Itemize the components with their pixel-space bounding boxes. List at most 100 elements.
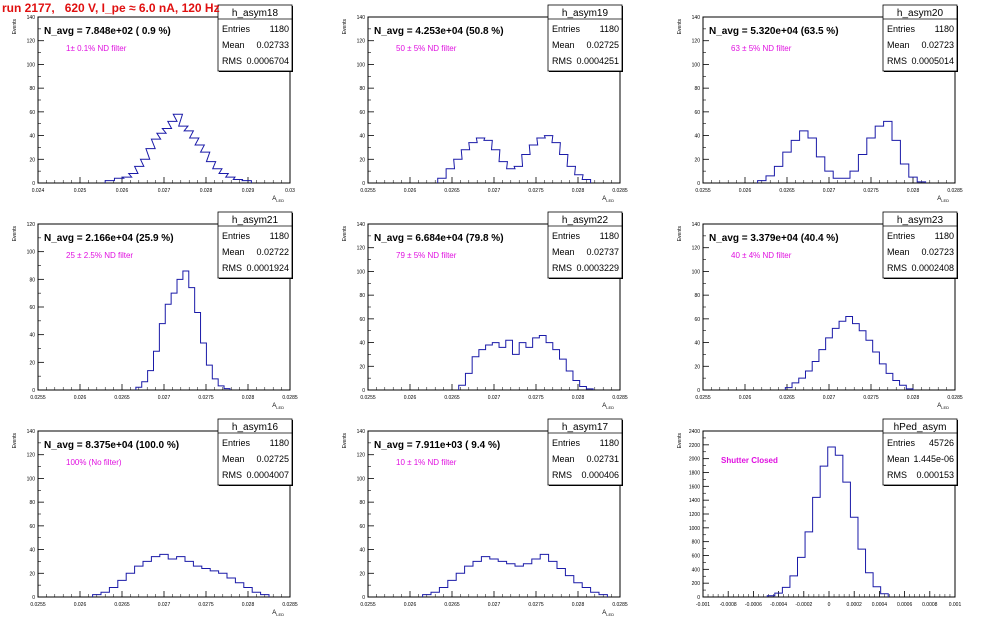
stats-value: 0.0006704 bbox=[246, 56, 289, 66]
x-axis-label: ALED bbox=[937, 196, 949, 203]
x-tick-label: 0.0006 bbox=[897, 602, 913, 608]
y-tick-label: 1400 bbox=[689, 498, 700, 504]
y-axis-label: Events bbox=[677, 19, 683, 35]
histogram-panel-h_asym19: 0 20 40 60 80 100 120 140 0.0255 0.026 0.0265 0.027… bbox=[342, 4, 628, 203]
x-tick-label: 0.0265 bbox=[114, 395, 130, 401]
filter-label: 79 ± 5% ND filter bbox=[396, 251, 457, 260]
x-tick-label: 0.0255 bbox=[30, 395, 46, 401]
y-tick-label: 40 bbox=[29, 548, 35, 554]
x-tick-label: -0.0006 bbox=[745, 602, 762, 608]
y-tick-label: 80 bbox=[29, 500, 35, 506]
navg-label: N_avg = 2.166e+04 (25.9 %) bbox=[44, 233, 174, 244]
stats-label: Entries bbox=[222, 24, 251, 34]
y-tick-label: 140 bbox=[357, 15, 366, 21]
stats-value: 1180 bbox=[600, 231, 619, 241]
stats-label: RMS bbox=[887, 263, 907, 273]
y-tick-label: 0 bbox=[362, 388, 365, 394]
stats-label: Mean bbox=[222, 454, 245, 464]
x-tick-label: 0.0285 bbox=[947, 188, 963, 194]
x-tick-label: 0.0275 bbox=[198, 602, 214, 608]
x-tick-label: 0.026 bbox=[116, 188, 129, 194]
histogram-panel-hPed_asym: 0 200 400 600 800 1000 1200 1400 1600 1800 2000 220… bbox=[677, 418, 961, 608]
y-axis-label: Events bbox=[12, 226, 18, 242]
y-tick-label: 80 bbox=[359, 500, 365, 506]
stats-box bbox=[217, 211, 293, 279]
x-tick-label: 0.026 bbox=[74, 602, 87, 608]
stats-title: h_asym17 bbox=[562, 422, 609, 433]
stats-title: h_asym16 bbox=[232, 422, 279, 433]
x-tick-label: 0.0275 bbox=[863, 395, 879, 401]
stats-value: 0.0005014 bbox=[911, 56, 954, 66]
stats-label: Entries bbox=[887, 24, 916, 34]
x-tick-label: 0.0285 bbox=[612, 395, 628, 401]
stats-title: h_asym22 bbox=[562, 215, 609, 226]
x-tick-label: 0.027 bbox=[158, 395, 171, 401]
x-tick-label: 0.0275 bbox=[528, 395, 544, 401]
y-tick-label: 120 bbox=[27, 222, 36, 228]
x-tick-label: 0.0285 bbox=[947, 395, 963, 401]
stats-label: Entries bbox=[222, 231, 251, 241]
histogram-series bbox=[104, 113, 252, 183]
y-tick-label: 0 bbox=[32, 388, 35, 394]
x-tick-label: 0.028 bbox=[572, 188, 585, 194]
y-tick-label: 140 bbox=[357, 429, 366, 435]
histogram-series bbox=[757, 120, 927, 183]
y-tick-label: 120 bbox=[692, 246, 701, 252]
x-tick-label: 0.0275 bbox=[198, 395, 214, 401]
y-tick-label: 20 bbox=[359, 157, 365, 163]
stats-label: Entries bbox=[552, 438, 581, 448]
stats-label: Entries bbox=[222, 438, 251, 448]
y-tick-label: 60 bbox=[29, 524, 35, 530]
stats-value: 1.445e-06 bbox=[913, 454, 954, 464]
stats-value: 0.02725 bbox=[256, 454, 289, 464]
y-tick-label: 800 bbox=[692, 540, 701, 546]
stats-label: RMS bbox=[222, 263, 242, 273]
x-tick-label: 0.026 bbox=[404, 188, 417, 194]
stats-value: 0.0001924 bbox=[246, 263, 289, 273]
x-axis-label: ALED bbox=[937, 403, 949, 410]
stats-label: Mean bbox=[887, 40, 910, 50]
x-tick-label: 0.028 bbox=[572, 602, 585, 608]
y-tick-label: 100 bbox=[357, 62, 366, 68]
y-tick-label: 80 bbox=[694, 86, 700, 92]
y-tick-label: 0 bbox=[362, 595, 365, 601]
y-tick-label: 1000 bbox=[689, 526, 700, 532]
y-tick-label: 2400 bbox=[689, 429, 700, 435]
x-tick-label: 0.028 bbox=[242, 602, 255, 608]
x-tick-label: 0.0285 bbox=[612, 188, 628, 194]
y-tick-label: 20 bbox=[29, 571, 35, 577]
stats-box bbox=[217, 418, 293, 486]
y-tick-label: 0 bbox=[362, 181, 365, 187]
y-tick-label: 20 bbox=[29, 360, 35, 366]
x-tick-label: 0.0255 bbox=[695, 395, 711, 401]
stats-value: 0.02725 bbox=[586, 40, 619, 50]
y-tick-label: 140 bbox=[692, 222, 701, 228]
y-axis-label: Events bbox=[677, 226, 683, 242]
y-tick-label: 40 bbox=[694, 341, 700, 347]
y-tick-label: 20 bbox=[359, 364, 365, 370]
stats-value: 0.0003229 bbox=[576, 263, 619, 273]
y-tick-label: 100 bbox=[27, 250, 36, 256]
stats-value: 1180 bbox=[270, 231, 289, 241]
stats-label: Mean bbox=[552, 40, 575, 50]
x-tick-label: 0.0275 bbox=[528, 602, 544, 608]
filter-label: 63 ± 5% ND filter bbox=[731, 44, 792, 53]
y-tick-label: 120 bbox=[27, 39, 36, 45]
x-tick-label: 0.026 bbox=[74, 395, 87, 401]
x-tick-label: 0.026 bbox=[404, 602, 417, 608]
stats-label: Mean bbox=[222, 247, 245, 257]
x-tick-label: 0.0275 bbox=[863, 188, 879, 194]
y-tick-label: 120 bbox=[692, 39, 701, 45]
x-tick-label: 0.0004 bbox=[872, 602, 888, 608]
stats-value: 0.000406 bbox=[581, 470, 619, 480]
stats-value: 1180 bbox=[600, 24, 619, 34]
x-tick-label: 0.0265 bbox=[779, 188, 795, 194]
x-tick-label: 0.0265 bbox=[444, 395, 460, 401]
navg-label: N_avg = 6.684e+04 (79.8 %) bbox=[374, 233, 504, 244]
stats-value: 0.0004007 bbox=[246, 470, 289, 480]
y-tick-label: 100 bbox=[357, 269, 366, 275]
stats-box bbox=[882, 211, 958, 279]
x-tick-label: 0.028 bbox=[907, 395, 920, 401]
x-tick-label: 0.0002 bbox=[847, 602, 863, 608]
stats-title: h_asym23 bbox=[897, 215, 944, 226]
